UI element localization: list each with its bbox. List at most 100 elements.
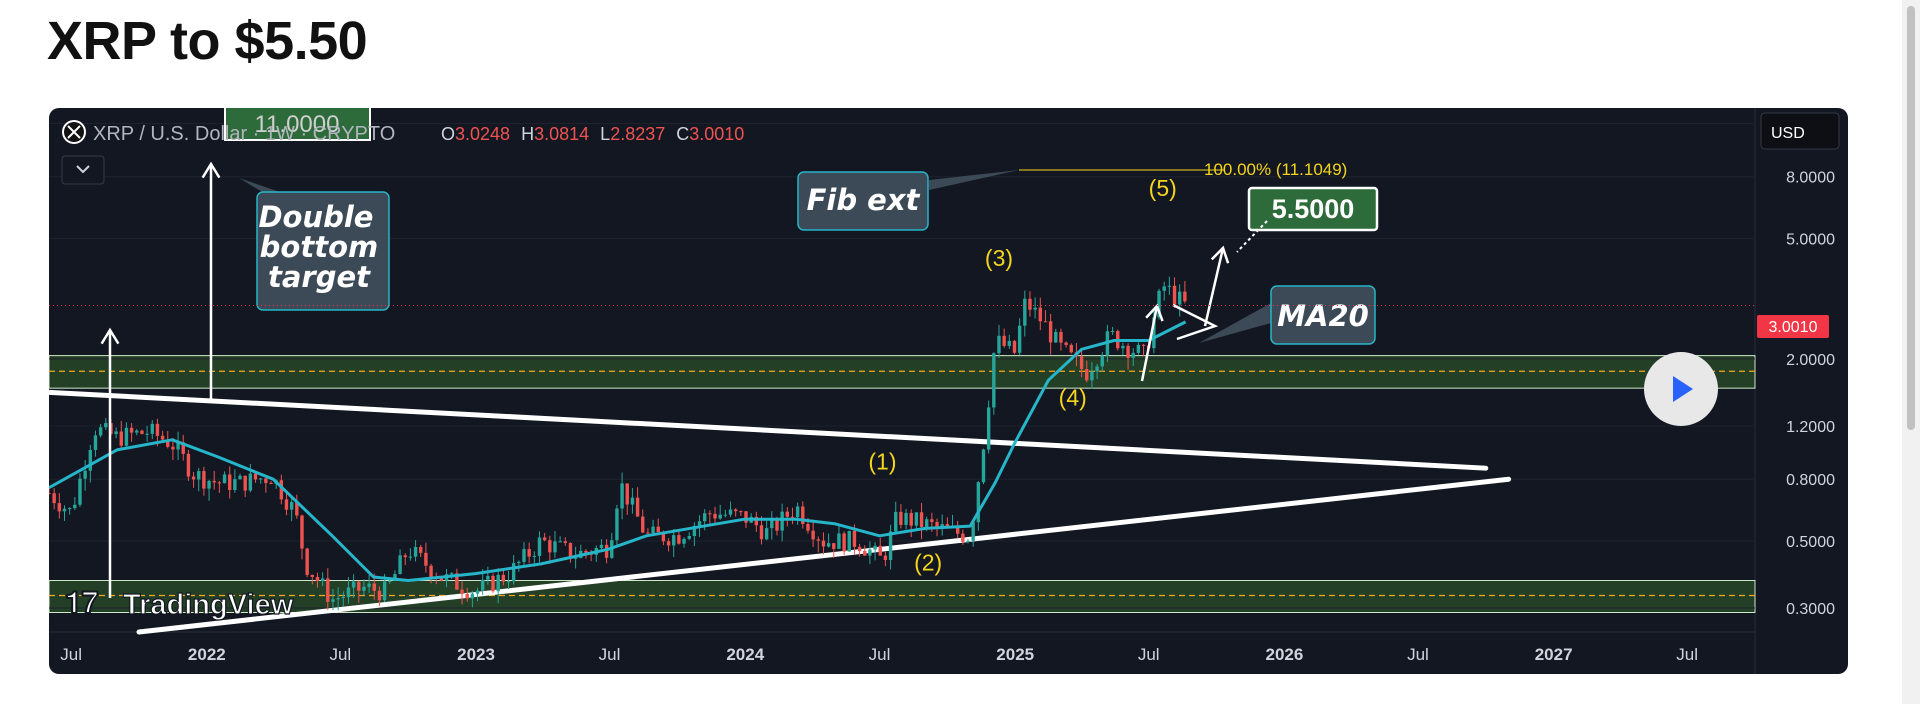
candle-body bbox=[202, 471, 206, 489]
candle-body bbox=[228, 474, 232, 491]
candle-body bbox=[599, 544, 604, 548]
candle-body bbox=[1079, 356, 1084, 370]
candle-body bbox=[615, 508, 619, 541]
candle-body bbox=[568, 542, 573, 559]
candle-body bbox=[145, 433, 149, 435]
candle-body bbox=[873, 545, 877, 550]
candle-body bbox=[62, 508, 67, 512]
candle-body bbox=[1048, 321, 1053, 343]
candle-body bbox=[455, 573, 459, 590]
wave5-arrow-b-shaft bbox=[1203, 247, 1225, 327]
candle-body bbox=[672, 535, 676, 546]
open-value: 3.0248 bbox=[455, 124, 510, 144]
candle-body bbox=[899, 511, 903, 525]
chevron-down-icon bbox=[76, 165, 90, 174]
candle-body bbox=[1121, 345, 1125, 349]
last-price-tag bbox=[1757, 315, 1829, 338]
candle-body bbox=[253, 473, 258, 480]
candle-body bbox=[553, 541, 557, 553]
candle-body bbox=[166, 439, 170, 447]
chart-card[interactable]: 100.00% (11.1049) 11.0000 Double bottom … bbox=[49, 108, 1848, 674]
legend-collapse-button[interactable] bbox=[61, 155, 105, 185]
candle-body bbox=[702, 513, 707, 522]
candle-body bbox=[191, 476, 196, 480]
double-bottom-target-box[interactable]: 11.0000 bbox=[224, 108, 371, 141]
pennant-outline bbox=[1172, 303, 1219, 341]
candle-body bbox=[573, 557, 578, 559]
candle-body bbox=[310, 574, 315, 577]
candle-body bbox=[630, 497, 635, 505]
candle-body bbox=[222, 474, 227, 484]
chart-canvas[interactable]: 100.00% (11.1049) 11.0000 Double bottom … bbox=[49, 108, 1848, 674]
price-axis[interactable]: 12.00008.00005.00002.00001.20000.80000.5… bbox=[1777, 116, 1835, 618]
candle-body bbox=[687, 535, 691, 539]
candle-body bbox=[465, 593, 469, 599]
double-bottom-callout[interactable]: Double bottom target bbox=[239, 178, 390, 311]
candle-body bbox=[677, 535, 681, 544]
price-tick-label: 1.2000 bbox=[1786, 419, 1835, 436]
candle-body bbox=[171, 446, 175, 450]
fib-extension-label: 100.00% (11.1049) bbox=[1204, 160, 1347, 179]
candle-body bbox=[666, 541, 671, 546]
candle-body bbox=[176, 442, 180, 450]
price-target-value: 5.5000 bbox=[1272, 194, 1355, 224]
currency-button[interactable]: USD bbox=[1760, 112, 1840, 150]
candle-body bbox=[1136, 344, 1141, 353]
candle-body bbox=[527, 549, 531, 557]
candle-body bbox=[945, 524, 950, 527]
candle-body bbox=[207, 480, 211, 489]
symbol-label[interactable]: XRP / U.S. Dollar · 1W · CRYPTO bbox=[93, 123, 395, 145]
candle-body bbox=[682, 538, 686, 544]
time-tick-label: Jul bbox=[1676, 645, 1698, 664]
candle-body bbox=[135, 430, 139, 433]
candle-body bbox=[733, 509, 738, 512]
candle-body bbox=[258, 478, 263, 480]
candle-body bbox=[1183, 291, 1187, 302]
candle-body bbox=[413, 546, 418, 557]
candle-body bbox=[186, 453, 191, 477]
candle-body bbox=[398, 555, 402, 575]
candle-body bbox=[1017, 325, 1022, 353]
price-tick-label: 8.0000 bbox=[1786, 170, 1835, 187]
candle-body bbox=[181, 442, 185, 454]
candle-body bbox=[362, 586, 366, 591]
triangle-trendlines[interactable] bbox=[49, 389, 1512, 635]
time-axis[interactable]: Jul 2022 Jul 2023 Jul 2024 Jul 2025 Jul 2026 Jul 20… bbox=[60, 645, 1698, 664]
candle-body bbox=[816, 539, 820, 541]
candle-body bbox=[966, 540, 970, 542]
candle-body bbox=[1054, 331, 1058, 343]
tradingview-watermark: 𝟏𝟕 TradingView bbox=[65, 586, 295, 622]
legend-bar[interactable]: XRP / U.S. Dollar · 1W · CRYPTO O3.0248 … bbox=[62, 120, 744, 145]
candle-body bbox=[480, 579, 485, 591]
price-target-box[interactable]: 5.5000 bbox=[1236, 186, 1379, 253]
trendline-2 bbox=[136, 476, 1512, 635]
candle-body bbox=[697, 521, 702, 526]
low-value: 2.8237 bbox=[610, 124, 665, 144]
time-tick-label: Jul bbox=[1407, 645, 1429, 664]
candle-body bbox=[992, 353, 996, 408]
candle-body bbox=[713, 513, 717, 519]
candle-body bbox=[744, 511, 748, 523]
candle-body bbox=[1002, 335, 1006, 346]
candle-body bbox=[790, 516, 795, 518]
candle-body bbox=[486, 575, 490, 580]
tradingview-logo-icon: 𝟏𝟕 bbox=[65, 586, 99, 621]
candle-body bbox=[770, 520, 774, 529]
candle-body bbox=[49, 493, 51, 495]
candle-body bbox=[460, 589, 464, 594]
ma20-line bbox=[49, 320, 1187, 582]
play-button[interactable] bbox=[1644, 352, 1718, 426]
candle-body bbox=[217, 482, 222, 484]
candle-body bbox=[1152, 317, 1156, 349]
candle-body bbox=[382, 581, 387, 601]
page-scrollbar-thumb[interactable] bbox=[1907, 6, 1915, 430]
candle-body bbox=[542, 537, 547, 541]
fib-ext-callout[interactable]: Fib ext bbox=[797, 170, 1019, 231]
price-tick-label: 2.0000 bbox=[1786, 352, 1835, 369]
candle-body bbox=[320, 578, 325, 582]
ma20-callout[interactable]: MA20 bbox=[1199, 285, 1376, 345]
ma20-series bbox=[49, 320, 1187, 582]
candle-body bbox=[429, 565, 433, 578]
page-scrollbar[interactable] bbox=[1902, 0, 1920, 704]
candle-body bbox=[1157, 290, 1161, 318]
